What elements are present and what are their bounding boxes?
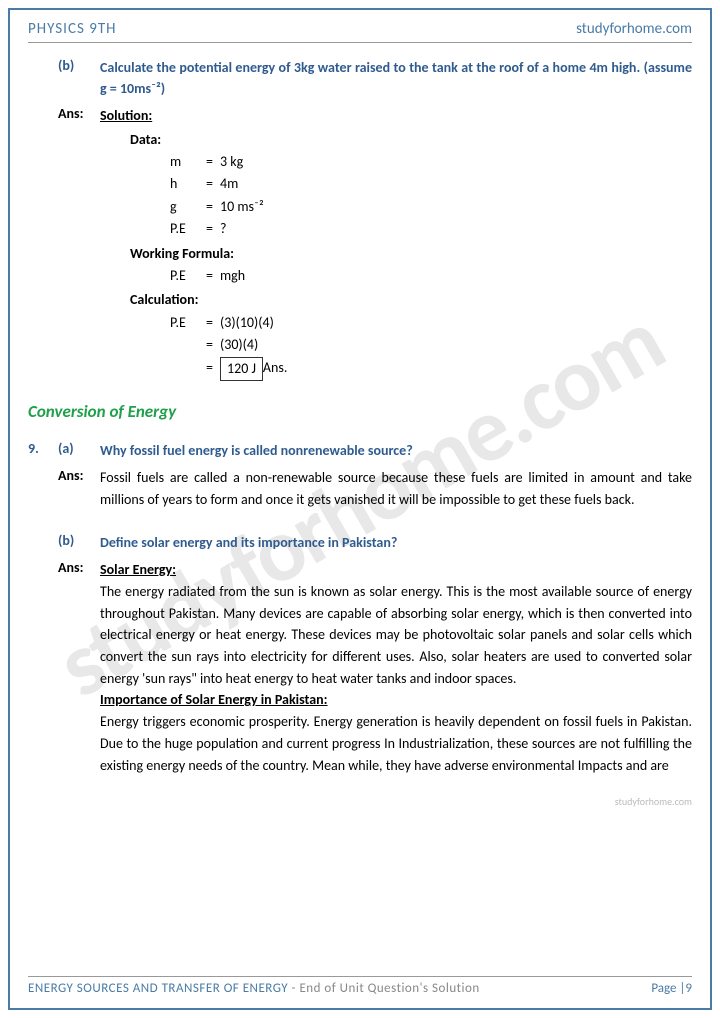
q9b-label: (b) [58,532,100,553]
data-h: h=4m [170,173,692,195]
section-title: Conversion of Energy [28,401,692,422]
solar-energy-para: The energy radiated from the sun is know… [100,581,692,689]
wf-var: P.E [170,265,206,287]
q9b-num-spacer [28,532,58,553]
solar-energy-heading: Solar Energy: [100,561,176,578]
eq-sign: = [206,218,220,240]
h-var: h [170,173,206,195]
pe-var: P.E [170,218,206,240]
q8b-ans-row: Ans: Solution: Data: m=3 kg h=4m g=10 ms… [28,105,692,381]
eq-sign: = [206,265,220,287]
q8-num-spacer [28,57,58,99]
data-m: m=3 kg [170,151,692,173]
wf-label: Working Formula: [130,243,692,265]
q9b-row: (b) Define solar energy and its importan… [28,532,692,553]
c3-ans: Ans. [263,357,287,381]
c1-var: P.E [170,312,206,334]
q8b-ans-body: Solution: Data: m=3 kg h=4m g=10 ms⁻² P.… [100,105,692,381]
footer-topic-text: ENERGY SOURCES AND TRANSFER OF ENERGY [28,981,288,996]
solution-block: Data: m=3 kg h=4m g=10 ms⁻² P.E=? Workin… [140,129,692,381]
header-site: studyforhome.com [576,20,692,38]
data-label: Data: [130,129,692,151]
eq-sign: = [206,357,220,381]
wf-line: P.E=mgh [170,265,692,287]
data-g: g=10 ms⁻² [170,196,692,218]
q9b-ans-row: Ans: Solar Energy: The energy radiated f… [28,559,692,776]
h-val: 4m [220,173,238,195]
q9b-ans-label: Ans: [58,559,100,776]
calc-2: =(30)(4) [170,334,692,356]
footer-sub: - End of Unit Question's Solution [288,981,480,996]
q9a-ans-body: Fossil fuels are called a non-renewable … [100,467,692,510]
footer-topic: ENERGY SOURCES AND TRANSFER OF ENERGY - … [28,981,480,996]
eq-sign: = [206,312,220,334]
eq-sign: = [206,173,220,195]
header-subject: PHYSICS 9TH [28,20,117,38]
q9-num: 9. [28,440,58,461]
q8b-label: (b) [58,57,100,99]
eq-sign: = [206,196,220,218]
m-var: m [170,151,206,173]
importance-para: Energy triggers economic prosperity. Ene… [100,711,692,776]
calc-1: P.E=(3)(10)(4) [170,312,692,334]
c3-val: 120 J [220,357,263,381]
g-val: 10 ms⁻² [220,196,264,218]
solution-heading: Solution: [100,107,152,124]
page-footer: ENERGY SOURCES AND TRANSFER OF ENERGY - … [28,976,692,996]
q9a-ans-row: Ans: Fossil fuels are called a non-renew… [28,467,692,510]
q8b-row: (b) Calculate the potential energy of 3k… [28,57,692,99]
c2-spacer [170,334,206,356]
importance-heading: Importance of Solar Energy in Pakistan: [100,691,328,708]
c1-val: (3)(10)(4) [220,312,274,334]
c2-val: (30)(4) [220,334,258,356]
pe-q: ? [220,218,227,240]
m-val: 3 kg [220,151,243,173]
q8b-ans-label: Ans: [58,105,100,381]
calc-3: =120 J Ans. [170,357,692,381]
eq-sign: = [206,334,220,356]
q9a-text: Why fossil fuel energy is called nonrene… [100,440,692,461]
q9a-row: 9. (a) Why fossil fuel energy is called … [28,440,692,461]
g-var: g [170,196,206,218]
wf-val: mgh [220,265,245,287]
q9a-label: (a) [58,440,100,461]
c3-spacer [170,357,206,381]
footer-page: Page |9 [651,981,692,996]
spacer [28,514,692,532]
page-header: PHYSICS 9TH studyforhome.com [28,20,692,43]
data-pe: P.E=? [170,218,692,240]
eq-sign: = [206,151,220,173]
q9b-ans-body: Solar Energy: The energy radiated from t… [100,559,692,776]
calc-label: Calculation: [130,289,692,311]
q8b-text: Calculate the potential energy of 3kg wa… [100,57,692,99]
small-watermark: studyforhome.com [615,795,692,808]
q9b-text: Define solar energy and its importance i… [100,532,692,553]
page-content: PHYSICS 9TH studyforhome.com (b) Calcula… [10,10,710,1008]
q9a-ans-label: Ans: [58,467,100,510]
